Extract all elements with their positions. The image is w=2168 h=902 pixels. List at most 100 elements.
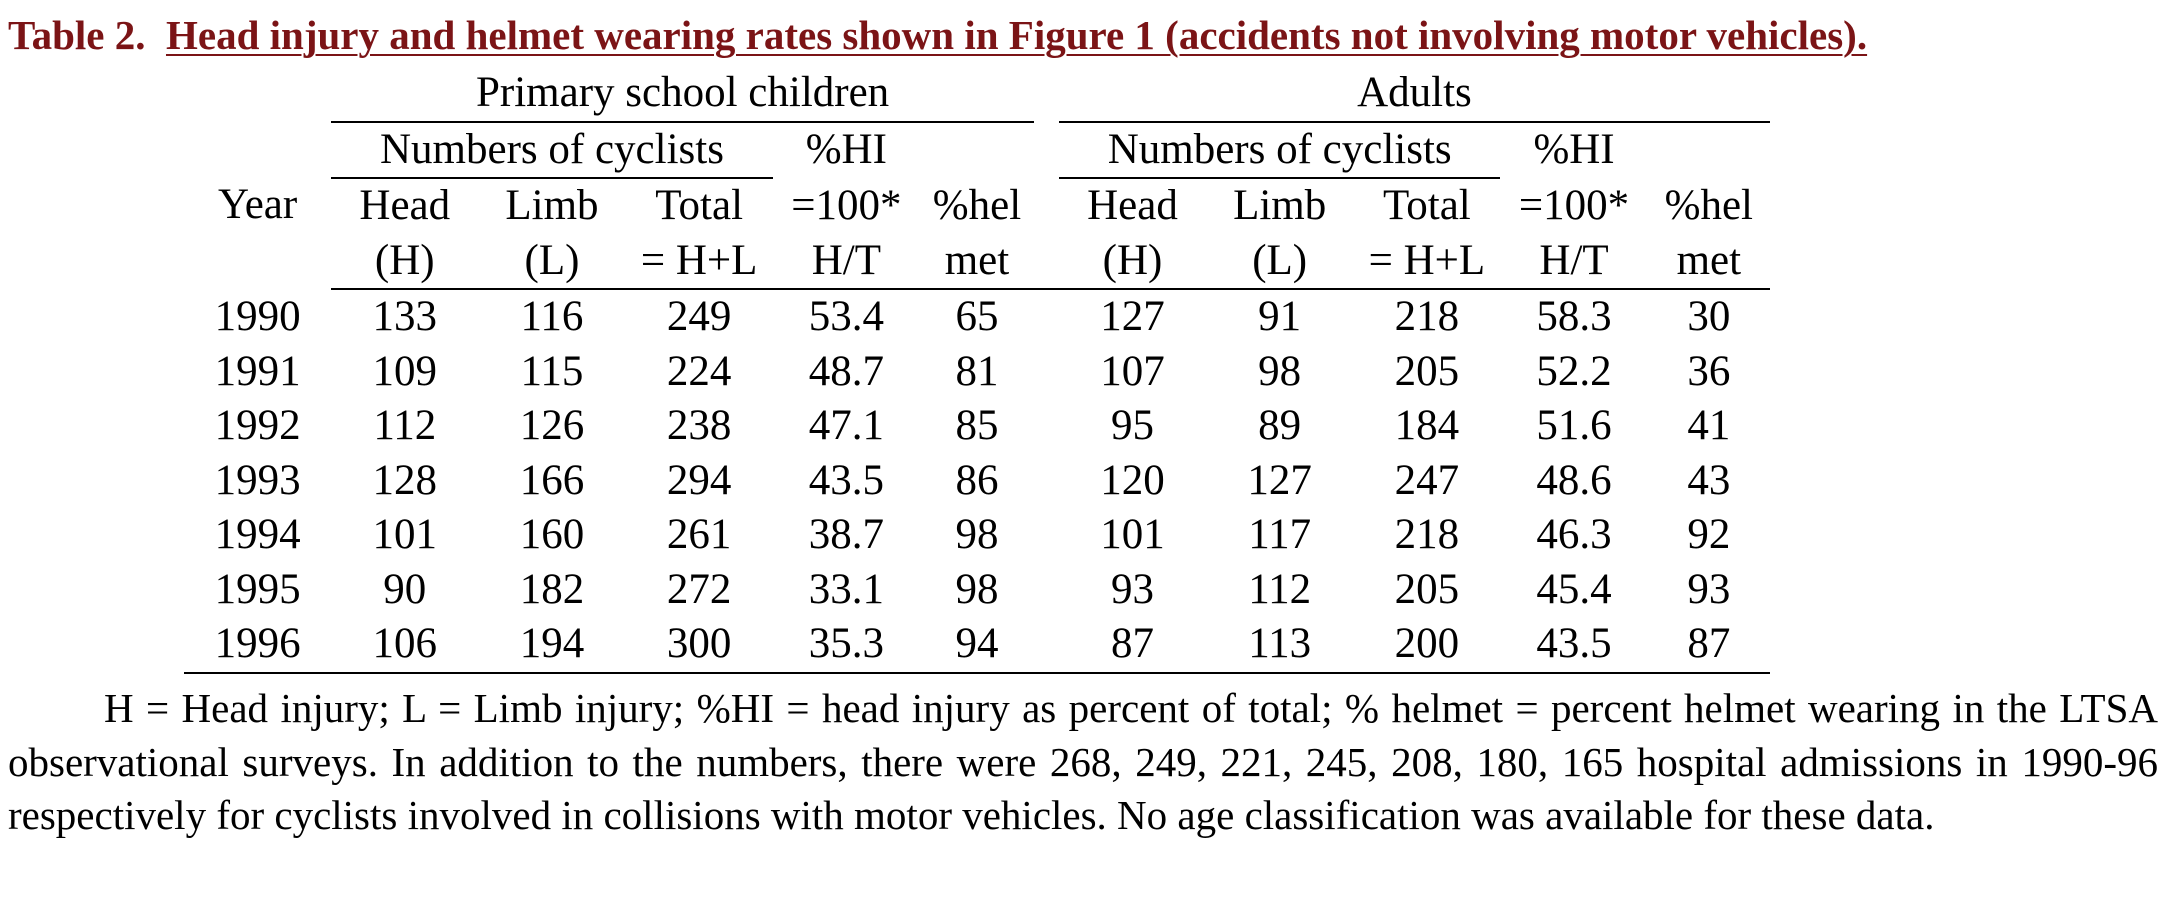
- children-pct-helmet-cell: 65: [955, 293, 999, 340]
- adults-total-cell: 218: [1394, 511, 1460, 558]
- table-notes: H = Head injury; L = Limb injury; %HI = …: [8, 685, 2158, 838]
- children-limb-cell: 182: [519, 565, 585, 613]
- adults-head-cell: 107: [1100, 347, 1165, 395]
- children-pct-helmet-cell: 85: [955, 402, 999, 449]
- total-header-formula: = H+L: [1353, 233, 1501, 290]
- data-table: Primary school children Adults Numbers o…: [184, 66, 1770, 674]
- group-header-row: Primary school children Adults: [184, 66, 1770, 123]
- children-pct-helmet-cell: 94: [919, 617, 1035, 674]
- children-limb-cell: 126: [519, 402, 585, 449]
- adults-pct-helmet-cell: 36: [1687, 347, 1731, 395]
- year-cell: 1992: [214, 402, 301, 449]
- children-pct-hi-cell: 47.1: [808, 402, 884, 449]
- children-total-cell: 294: [666, 456, 732, 504]
- adults-head-cell: 127: [1100, 293, 1165, 340]
- limb-header: Limb: [1233, 182, 1327, 229]
- children-total-cell: 224: [666, 347, 732, 395]
- total-header: Total: [1382, 182, 1471, 229]
- column-header-row-1: Year Head Limb Total =100* %hel Head Lim…: [184, 178, 1770, 234]
- head-header: Head: [359, 182, 451, 229]
- adults-pct-hi-cell: 45.4: [1536, 565, 1612, 613]
- head-header-abbr: (H): [331, 233, 479, 290]
- total-header-formula: = H+L: [625, 233, 773, 290]
- data-rows: 1990 133 116 249 53.4 65 127 91 218 58.3 30 1991 109…: [184, 289, 1770, 674]
- caption-title: Head injury and helmet wearing rates sho…: [165, 12, 1868, 58]
- pct-hi-header-children: %HI: [805, 126, 887, 173]
- adults-total-cell: 247: [1394, 456, 1460, 504]
- children-pct-hi-cell: 35.3: [772, 617, 920, 674]
- adults-total-cell: 200: [1353, 617, 1501, 674]
- subgroup-header-children: Numbers of cyclists: [331, 121, 773, 179]
- children-head-cell: 106: [331, 617, 479, 674]
- spacer-cell: [1034, 617, 1059, 674]
- children-head-cell: 128: [372, 456, 438, 504]
- head-header: Head: [1087, 182, 1178, 229]
- adults-limb-cell: 89: [1258, 402, 1302, 449]
- children-limb-cell: 116: [520, 293, 584, 340]
- adults-head-cell: 101: [1100, 511, 1165, 558]
- table-row: 1992 112 126 238 47.1 85 95 89 184 51.6 41: [184, 399, 1770, 454]
- adults-pct-hi-cell: 51.6: [1536, 402, 1612, 449]
- children-total-cell: 300: [625, 617, 773, 674]
- children-limb-cell: 160: [519, 511, 585, 558]
- pct-hi-formula: =100*: [1518, 181, 1630, 229]
- adults-pct-helmet-cell: 93: [1687, 565, 1731, 613]
- subgroup-header-row: Numbers of cyclists %HI Numbers of cycli…: [184, 121, 1770, 179]
- caption-label: Table 2.: [8, 12, 146, 58]
- children-head-cell: 112: [373, 402, 437, 449]
- year-cell: 1990: [214, 292, 301, 340]
- year-cell: 1991: [214, 347, 301, 395]
- adults-total-cell: 184: [1394, 402, 1460, 449]
- helmet-header: %hel: [932, 181, 1022, 229]
- children-limb-cell: 194: [478, 617, 626, 674]
- year-header: Year: [217, 181, 298, 228]
- children-pct-helmet-cell: 98: [955, 565, 999, 613]
- year-cell: 1996: [184, 617, 332, 674]
- children-pct-hi-cell: 43.5: [808, 456, 884, 504]
- children-head-cell: 109: [372, 347, 438, 395]
- table-row: 1994 101 160 261 38.7 98 101 117 218 46.3 92: [184, 508, 1770, 563]
- children-limb-cell: 166: [519, 456, 585, 504]
- pct-hi-formula-denominator: H/T: [772, 233, 920, 290]
- children-total-cell: 261: [666, 511, 732, 558]
- children-pct-hi-cell: 33.1: [808, 565, 884, 613]
- group-header-children: Primary school children: [331, 66, 1035, 123]
- table-row: 1990 133 116 249 53.4 65 127 91 218 58.3 30: [184, 289, 1770, 345]
- spacer-cell: [1034, 289, 1059, 345]
- adults-pct-hi-cell: 46.3: [1536, 511, 1612, 558]
- children-pct-helmet-cell: 98: [955, 511, 999, 558]
- adults-limb-cell: 113: [1206, 617, 1354, 674]
- children-pct-hi-cell: 53.4: [808, 293, 884, 340]
- table-row: 1996 106 194 300 35.3 94 87 113 200 43.5 87: [184, 617, 1770, 674]
- adults-limb-cell: 117: [1248, 511, 1312, 558]
- pct-hi-formula: =100*: [791, 181, 902, 229]
- adults-head-cell: 95: [1110, 402, 1154, 449]
- spacer-cell: [1034, 345, 1059, 400]
- group-header-adults: Adults: [1058, 66, 1770, 123]
- adults-total-cell: 205: [1394, 347, 1460, 395]
- children-pct-helmet-cell: 86: [955, 456, 999, 504]
- limb-header-abbr: (L): [1206, 233, 1354, 290]
- adults-head-cell: 87: [1058, 617, 1207, 674]
- year-cell: 1993: [214, 456, 301, 504]
- subgroup-header-adults: Numbers of cyclists: [1058, 121, 1501, 179]
- adults-pct-helmet-cell: 30: [1687, 293, 1731, 340]
- spacer-cell: [1034, 508, 1059, 563]
- adults-pct-helmet-cell: 87: [1647, 617, 1770, 674]
- adults-pct-hi-cell: 43.5: [1500, 617, 1648, 674]
- spacer-cell: [1034, 563, 1059, 618]
- head-header-abbr: (H): [1058, 233, 1207, 290]
- spacer-cell: [1034, 399, 1059, 454]
- children-total-cell: 249: [666, 293, 732, 340]
- table-row: 1991 109 115 224 48.7 81 107 98 205 52.2 36: [184, 345, 1770, 400]
- children-total-cell: 238: [666, 402, 732, 449]
- limb-header-abbr: (L): [478, 233, 626, 290]
- year-cell: 1995: [214, 565, 301, 613]
- adults-pct-helmet-cell: 92: [1687, 511, 1731, 558]
- adults-limb-cell: 127: [1247, 456, 1312, 504]
- adults-limb-cell: 91: [1258, 293, 1302, 340]
- pct-hi-header-adults: %HI: [1533, 126, 1615, 173]
- children-total-cell: 272: [666, 565, 732, 613]
- adults-total-cell: 218: [1394, 293, 1460, 340]
- adults-head-cell: 93: [1110, 565, 1154, 613]
